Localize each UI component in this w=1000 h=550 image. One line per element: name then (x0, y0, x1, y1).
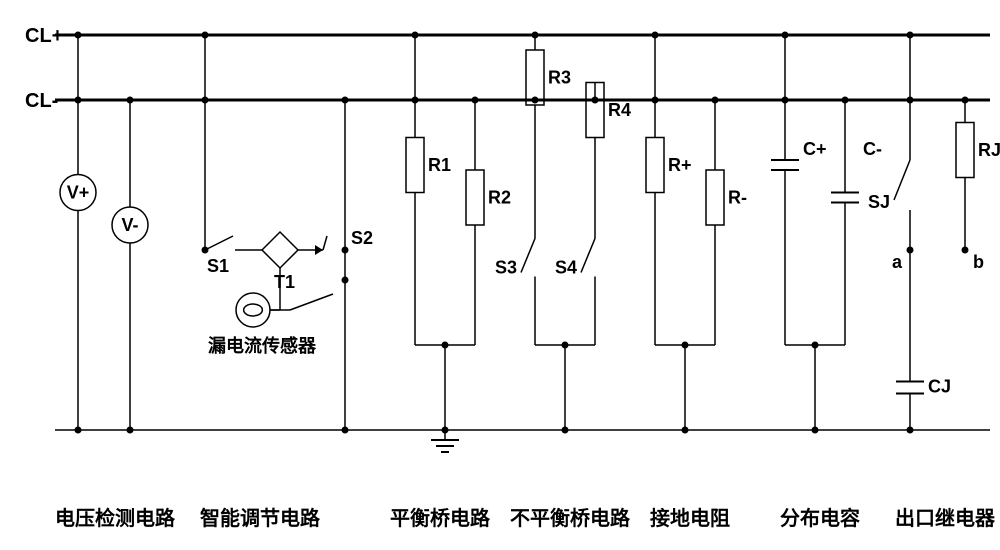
svg-text:出口继电器: 出口继电器 (895, 506, 996, 530)
svg-text:S2: S2 (351, 228, 373, 248)
svg-text:S3: S3 (495, 258, 517, 278)
svg-text:a: a (892, 252, 903, 272)
svg-text:V-: V- (121, 215, 138, 235)
svg-text:R2: R2 (488, 188, 511, 208)
svg-text:R4: R4 (608, 100, 631, 120)
circuit-diagram: CL+ CL- V+ V- S1 T1 S2 漏电流传感器 R1 R2 R3 S3 R4 S4 R+ R- C+… (0, 0, 1000, 550)
svg-text:SJ: SJ (868, 192, 890, 212)
svg-text:CL-: CL- (25, 90, 58, 112)
svg-text:S4: S4 (555, 258, 577, 278)
svg-text:平衡桥电路: 平衡桥电路 (390, 506, 491, 530)
svg-text:接地电阻: 接地电阻 (650, 507, 730, 530)
svg-text:T1: T1 (274, 272, 295, 292)
svg-text:R1: R1 (428, 155, 451, 175)
svg-text:R-: R- (728, 188, 747, 208)
svg-text:C+: C+ (803, 139, 827, 159)
svg-text:RJ: RJ (978, 140, 1000, 160)
svg-text:智能调节电路: 智能调节电路 (200, 506, 321, 530)
svg-text:CL+: CL+ (25, 25, 63, 47)
svg-text:电压检测电路: 电压检测电路 (55, 506, 176, 530)
svg-text:CJ: CJ (928, 377, 951, 397)
svg-text:不平衡桥电路: 不平衡桥电路 (510, 506, 631, 530)
svg-text:R+: R+ (668, 155, 692, 175)
svg-text:S1: S1 (207, 256, 229, 276)
svg-text:b: b (973, 252, 984, 272)
svg-text:C-: C- (863, 139, 882, 159)
svg-text:V+: V+ (67, 183, 90, 203)
svg-text:R3: R3 (548, 68, 571, 88)
svg-text:漏电流传感器: 漏电流传感器 (208, 335, 317, 356)
svg-text:分布电容: 分布电容 (780, 506, 860, 530)
